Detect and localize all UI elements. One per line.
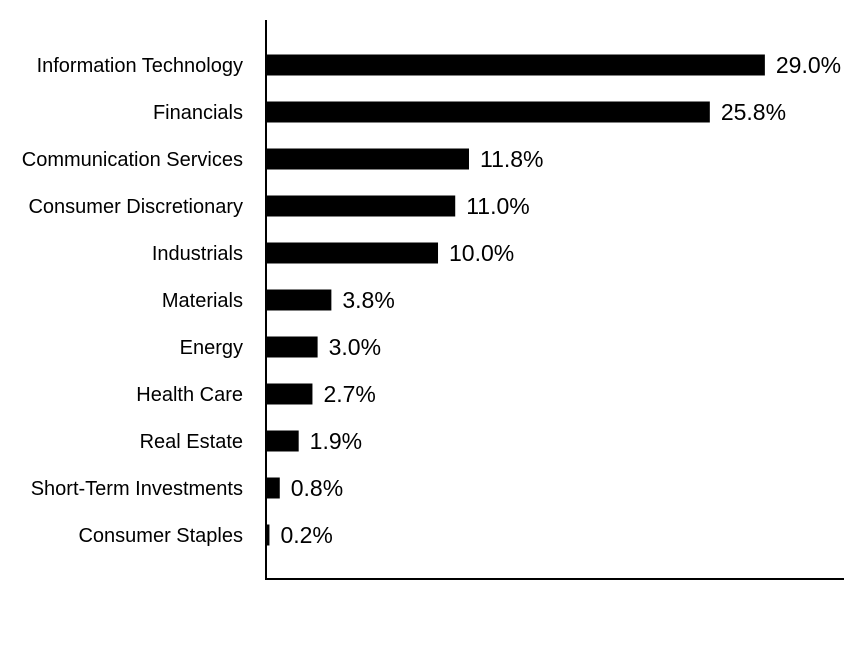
bar-real-estate [266,430,299,452]
category-label-communication-services: Communication Services [22,149,243,171]
bar-industrials [266,242,439,264]
category-label-short-term-investments: Short-Term Investments [31,478,243,500]
value-label-information-technology: 29.0% [776,52,841,78]
value-label-energy: 3.0% [329,334,381,360]
labels-layer: Information Technology 29.0% Financials 25.… [22,52,841,548]
value-label-consumer-discretionary: 11.0% [466,193,530,219]
category-label-industrials: Industrials [152,243,243,265]
value-label-health-care: 2.7% [323,381,375,407]
category-label-real-estate: Real Estate [140,431,243,453]
bar-consumer-discretionary [266,195,456,217]
category-label-information-technology: Information Technology [37,55,243,77]
value-label-short-term-investments: 0.8% [291,475,343,501]
bar-information-technology [266,54,765,76]
bar-energy [266,336,318,358]
category-label-materials: Materials [162,290,243,312]
category-label-consumer-discretionary: Consumer Discretionary [28,196,243,218]
category-label-energy: Energy [180,337,243,359]
value-label-communication-services: 11.8% [480,146,544,172]
value-label-real-estate: 1.9% [310,428,362,454]
bars-layer [266,54,765,546]
category-label-financials: Financials [153,102,243,124]
value-label-financials: 25.8% [721,99,786,125]
bar-consumer-staples [266,524,270,546]
bar-health-care [266,383,313,405]
bar-short-term-investments [266,477,280,499]
category-label-consumer-staples: Consumer Staples [78,525,243,547]
value-label-materials: 3.8% [342,287,394,313]
bar-communication-services [266,148,469,170]
value-label-consumer-staples: 0.2% [280,522,332,548]
value-label-industrials: 10.0% [449,240,514,266]
category-label-health-care: Health Care [136,384,243,406]
bar-financials [266,101,710,123]
bar-materials [266,289,332,311]
